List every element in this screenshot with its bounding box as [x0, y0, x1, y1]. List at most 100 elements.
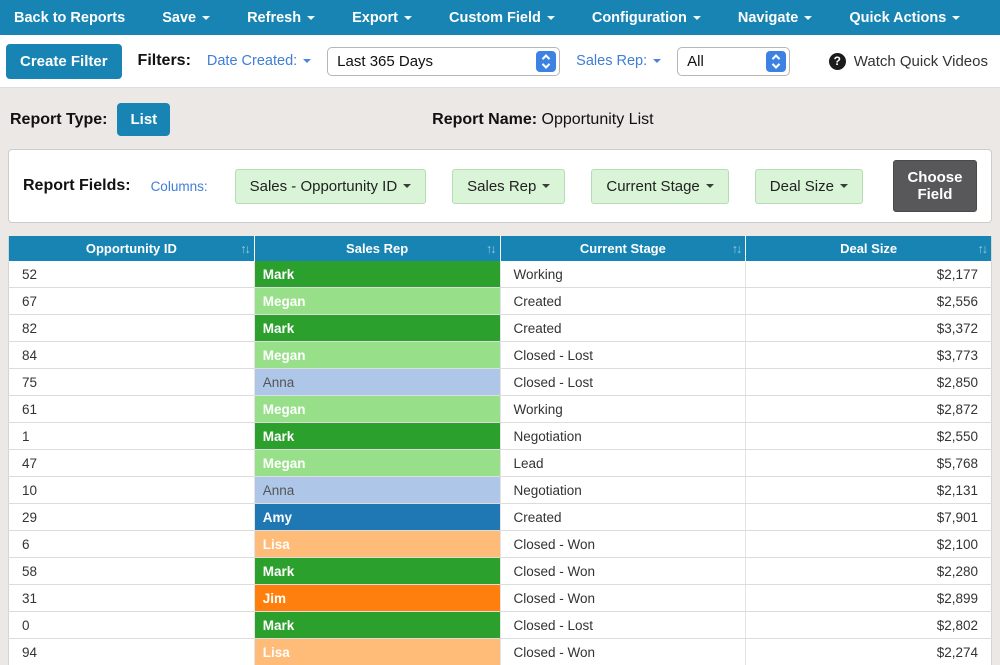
table-row: 75 Anna Closed - Lost $2,850 [8, 368, 992, 396]
report-type-list-button[interactable]: List [117, 103, 171, 136]
sales-rep-select[interactable]: All [677, 46, 791, 76]
field-pill-sales-rep[interactable]: Sales Rep [452, 168, 566, 204]
table-header-row: Opportunity ID ↑↓ Sales Rep ↑↓ Current Sta… [8, 236, 992, 261]
nav-save-menu[interactable]: Save [162, 9, 211, 26]
report-name-value: Opportunity List [541, 110, 654, 128]
column-header-deal-size[interactable]: Deal Size ↑↓ [745, 236, 992, 261]
nav-item-label: Save [162, 9, 197, 26]
caret-down-icon [303, 59, 312, 63]
sales-rep-cell: Jim [254, 584, 501, 612]
deal-size-cell: $3,372 [745, 314, 992, 342]
sales-rep-color-chip: Mark [254, 612, 500, 638]
current-stage-cell: Working [500, 395, 747, 423]
current-stage-cell: Created [500, 287, 747, 315]
current-stage-cell: Closed - Won [500, 530, 747, 558]
nav-item-label: Export [352, 9, 398, 26]
report-name: Report Name: Opportunity List [432, 111, 653, 129]
sales-rep-color-chip: Mark [254, 315, 500, 341]
caret-down-icon [804, 15, 813, 20]
nav-item-label: Back to Reports [14, 9, 126, 26]
opportunity-id-cell: 10 [8, 476, 255, 504]
current-stage-cell: Lead [500, 449, 747, 477]
watch-quick-videos-link[interactable]: ? Watch Quick Videos [828, 52, 988, 70]
opportunity-id-cell: 75 [8, 368, 255, 396]
sales-rep-cell: Lisa [254, 638, 501, 665]
deal-size-cell: $2,280 [745, 557, 992, 585]
column-header-label: Current Stage [579, 241, 666, 256]
caret-down-icon [404, 15, 412, 20]
opportunity-id-cell: 84 [8, 341, 255, 369]
opportunity-id-cell: 29 [8, 503, 255, 531]
field-pill-label: Sales Rep [467, 177, 537, 195]
column-header-label: Opportunity ID [85, 241, 177, 256]
sales-rep-cell: Megan [254, 287, 501, 315]
sales-rep-color-chip: Jim [254, 585, 500, 611]
column-header-opportunity-id[interactable]: Opportunity ID ↑↓ [8, 236, 255, 261]
caret-down-icon [839, 184, 848, 188]
opportunity-id-cell: 47 [8, 449, 255, 477]
sales-rep-cell: Anna [254, 476, 501, 504]
create-filter-button[interactable]: Create Filter [6, 43, 122, 79]
caret-down-icon [202, 15, 211, 20]
sort-icon[interactable]: ↑↓ [731, 241, 742, 256]
nav-quick-actions-menu[interactable]: Quick Actions [849, 10, 961, 26]
caret-down-icon [653, 59, 662, 63]
columns-link[interactable]: Columns: [150, 178, 208, 194]
sales-rep-cell: Mark [254, 611, 501, 639]
sort-icon[interactable]: ↑↓ [486, 241, 496, 256]
nav-export-menu[interactable]: Export [352, 10, 412, 26]
opportunity-id-cell: 58 [8, 557, 255, 585]
sort-icon[interactable]: ↑↓ [977, 241, 988, 256]
deal-size-cell: $2,899 [745, 584, 992, 612]
deal-size-cell: $2,131 [745, 476, 992, 504]
nav-navigate-menu[interactable]: Navigate [738, 10, 813, 26]
choose-field-button[interactable]: Choose Field [892, 160, 977, 212]
nav-custom-field-menu[interactable]: Custom Field [449, 10, 555, 26]
sales-rep-cell: Lisa [254, 530, 501, 558]
report-type-label: Report Type: [10, 110, 108, 128]
sales-rep-color-chip: Anna [254, 369, 500, 395]
sales-rep-cell: Anna [254, 368, 501, 396]
field-pill-label: Sales - Opportunity ID [249, 177, 398, 195]
caret-down-icon [542, 184, 551, 188]
table-row: 52 Mark Working $2,177 [8, 261, 992, 288]
nav-configuration-menu[interactable]: Configuration [592, 10, 701, 26]
caret-down-icon [705, 184, 714, 188]
sales-rep-cell: Mark [254, 261, 501, 288]
column-header-label: Sales Rep [346, 241, 409, 256]
column-header-sales-rep[interactable]: Sales Rep ↑↓ [254, 236, 501, 261]
table-row: 58 Mark Closed - Won $2,280 [8, 557, 992, 585]
caret-down-icon [403, 184, 412, 188]
field-pill-current-stage[interactable]: Current Stage [591, 168, 729, 204]
sales-rep-filter-link[interactable]: Sales Rep: [576, 53, 662, 69]
nav-refresh-menu[interactable]: Refresh [247, 9, 316, 26]
nav-item-label: Refresh [247, 9, 302, 26]
deal-size-cell: $2,550 [745, 422, 992, 450]
date-created-filter-link[interactable]: Date Created: [207, 53, 312, 69]
top-navbar: Back to Reports Save Refresh Export Cust… [0, 0, 1000, 35]
field-pill-deal-size[interactable]: Deal Size [754, 168, 863, 204]
table-row: 29 Amy Created $7,901 [8, 503, 992, 531]
sales-rep-color-chip: Megan [254, 342, 500, 368]
column-header-current-stage[interactable]: Current Stage ↑↓ [500, 236, 747, 261]
current-stage-cell: Negotiation [500, 422, 747, 450]
opportunity-id-cell: 82 [8, 314, 255, 342]
sales-rep-color-chip: Megan [254, 450, 500, 476]
table-row: 6 Lisa Closed - Won $2,100 [8, 530, 992, 558]
select-spinner-icon [766, 50, 787, 72]
opportunity-table-body: 52 Mark Working $2,177 67 Megan Created $2,556 8… [8, 261, 992, 665]
date-created-select[interactable]: Last 365 Days [327, 46, 561, 76]
nav-back-to-reports[interactable]: Back to Reports [14, 10, 125, 26]
current-stage-cell: Closed - Lost [500, 368, 747, 396]
field-pill-opportunity-id[interactable]: Sales - Opportunity ID [234, 168, 427, 204]
opportunity-id-cell: 61 [8, 395, 255, 423]
sales-rep-color-chip: Lisa [254, 639, 500, 665]
column-header-label: Deal Size [840, 241, 898, 256]
deal-size-cell: $2,872 [745, 395, 992, 423]
deal-size-cell: $2,802 [745, 611, 992, 639]
filter-bar: Create Filter Filters: Date Created: Las… [0, 35, 1000, 88]
sales-rep-cell: Mark [254, 314, 501, 342]
date-created-select-value: Last 365 Days [337, 52, 434, 70]
sort-icon[interactable]: ↑↓ [240, 241, 250, 256]
current-stage-cell: Closed - Lost [500, 341, 747, 369]
